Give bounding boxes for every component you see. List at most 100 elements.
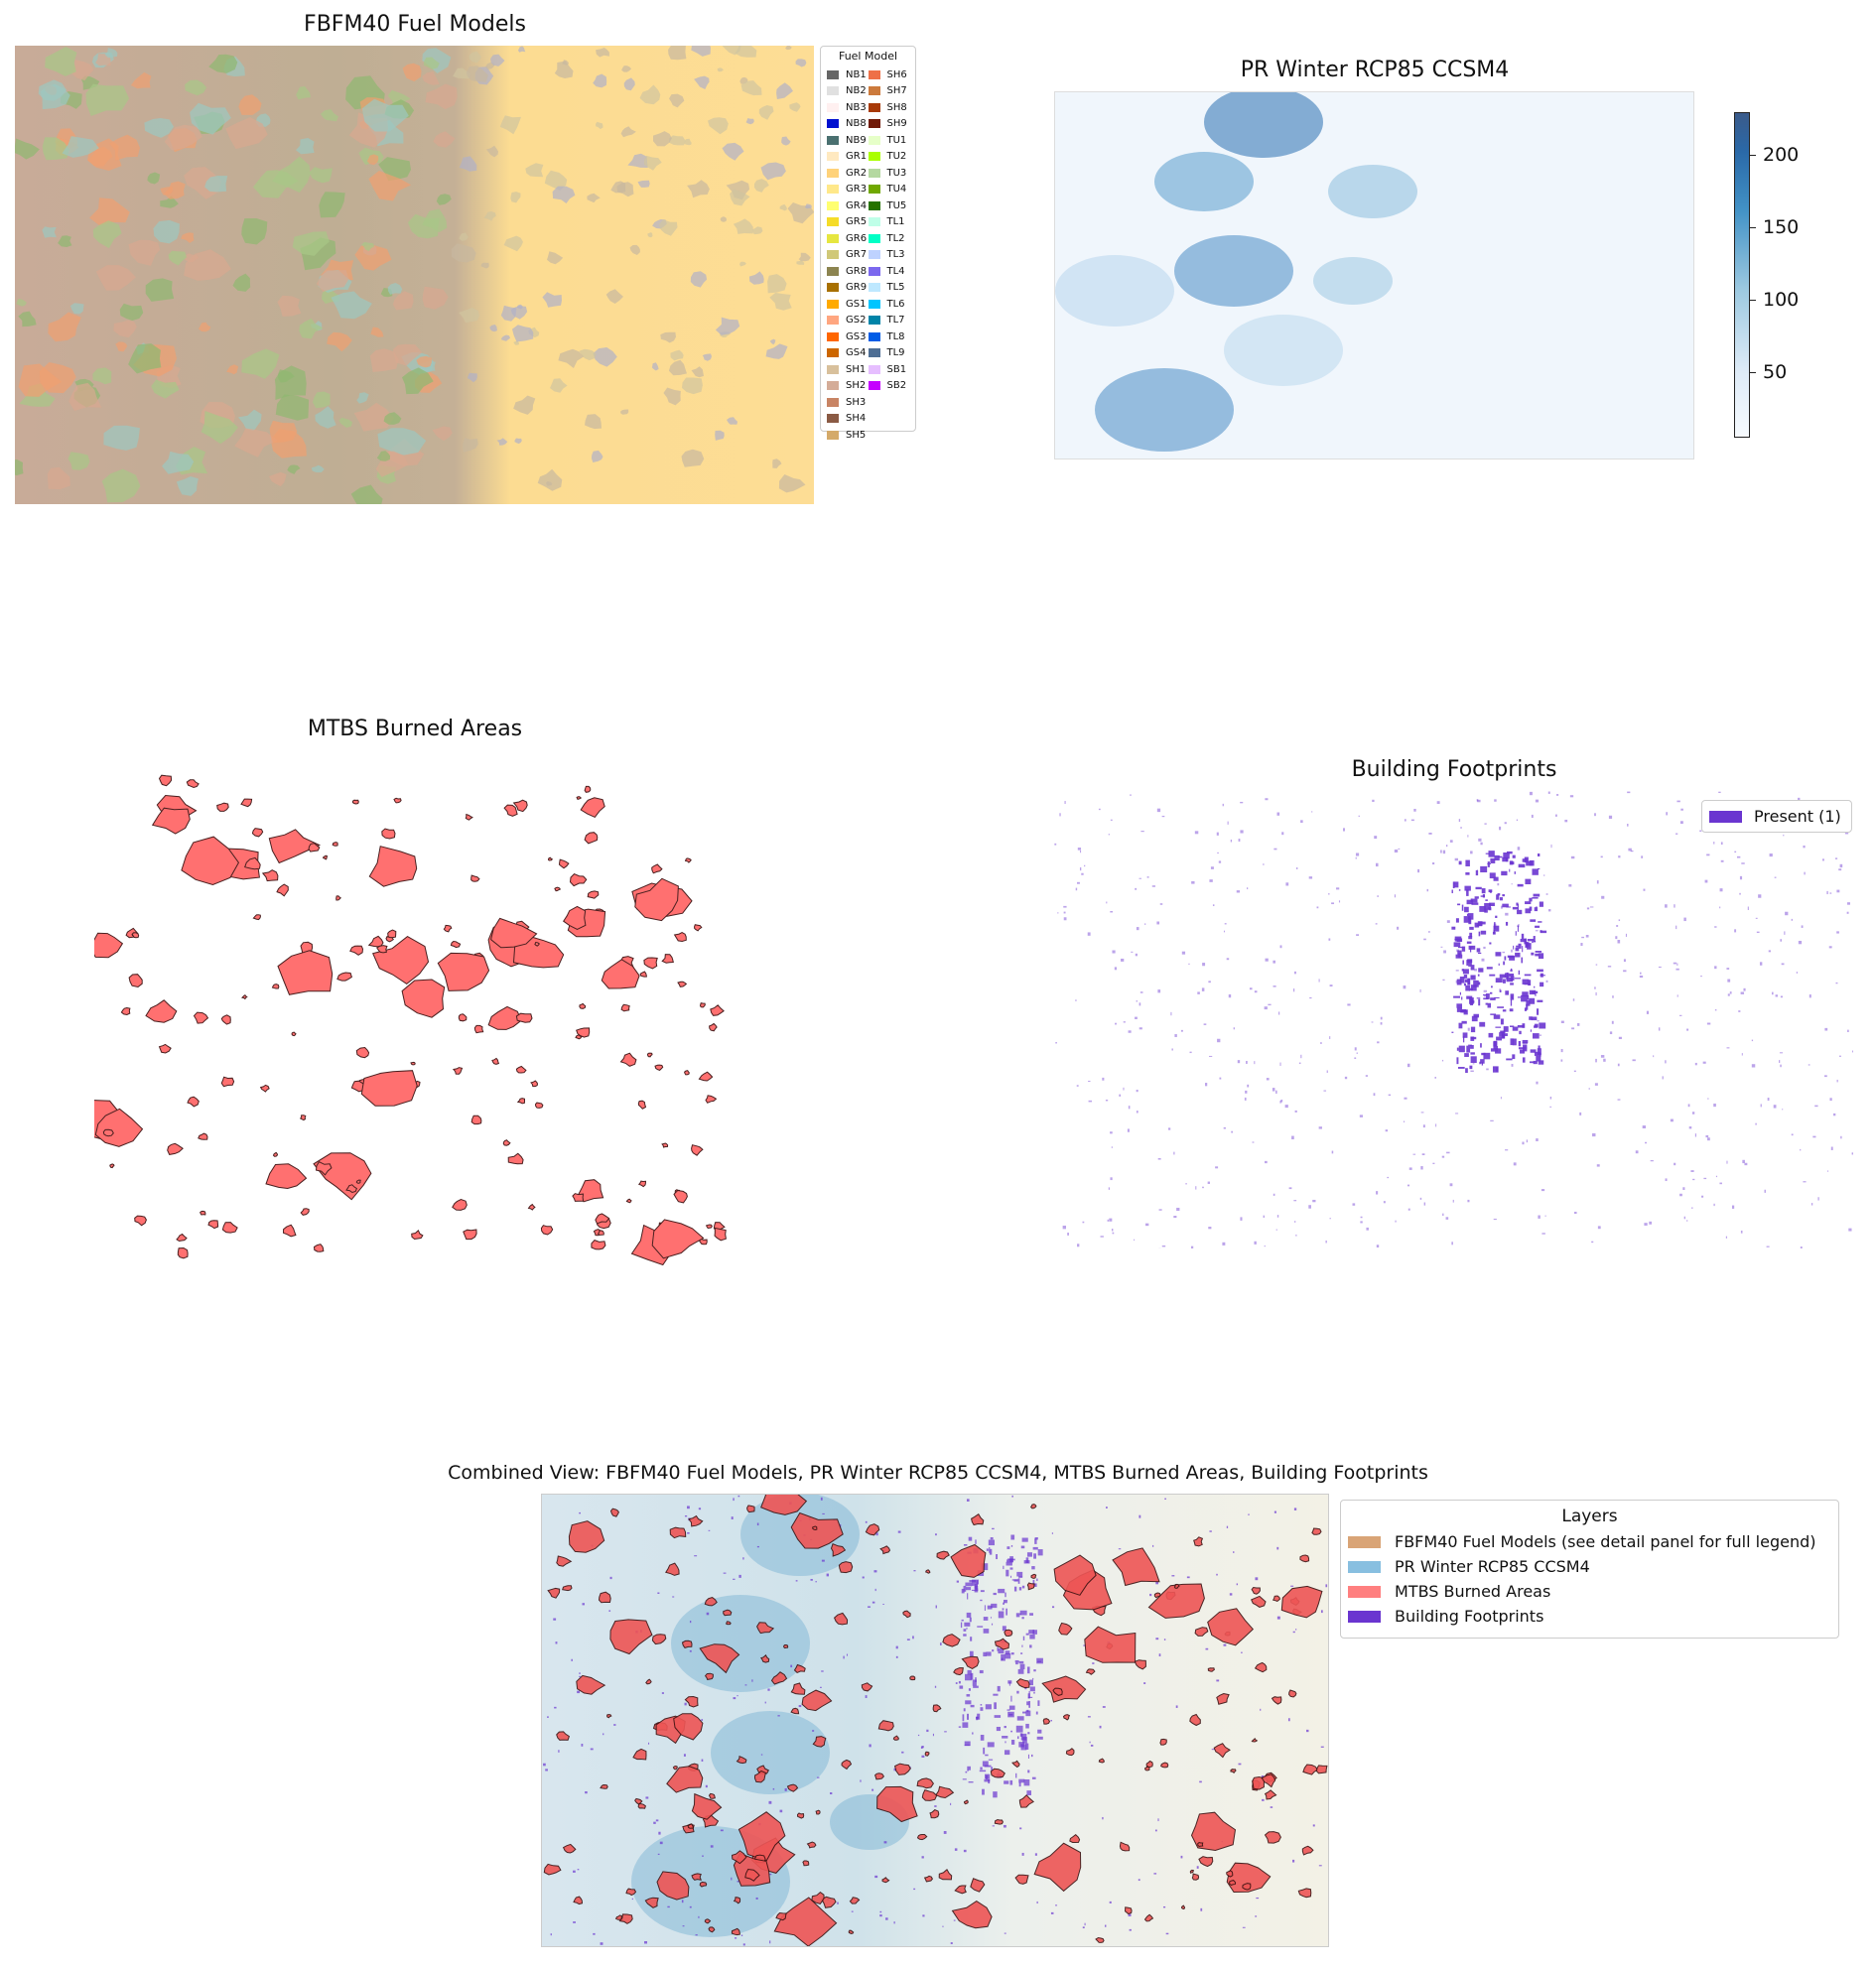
building	[1549, 1096, 1552, 1100]
vegetation-patch	[199, 322, 211, 332]
fuel-patch	[459, 308, 479, 324]
burned-area	[892, 1735, 899, 1741]
burned-area	[1041, 1675, 1087, 1703]
building	[1084, 864, 1086, 867]
building	[1665, 1060, 1667, 1064]
building	[1688, 1126, 1692, 1129]
building	[1642, 1125, 1647, 1128]
building	[1658, 1027, 1661, 1031]
building	[1501, 870, 1508, 876]
burned-area	[644, 1897, 659, 1908]
building	[1309, 996, 1312, 999]
building	[1176, 1207, 1180, 1212]
fuel-patch	[587, 193, 601, 203]
fuel-patch	[463, 438, 478, 453]
building	[1769, 853, 1773, 857]
vegetation-patch	[287, 464, 301, 474]
vegetation-patch	[160, 187, 174, 196]
building	[1102, 1706, 1106, 1708]
building	[1036, 1578, 1038, 1582]
building	[1470, 975, 1476, 981]
building	[1015, 1662, 1018, 1665]
fuel-code: TU5	[886, 199, 907, 211]
fuel-code: TL3	[886, 249, 905, 261]
building	[1011, 1579, 1019, 1581]
fuel-swatch	[868, 185, 880, 195]
burned-area	[954, 1885, 967, 1895]
fuel-patch	[682, 377, 703, 395]
building	[1586, 907, 1590, 910]
precip-zone	[1313, 257, 1393, 305]
burned-area	[812, 1736, 827, 1748]
fuel-patch	[668, 46, 687, 61]
building	[1616, 925, 1619, 927]
fuel-code: GR8	[846, 265, 868, 277]
burned-area	[838, 1561, 854, 1574]
fuel-legend-item: SH9	[868, 116, 910, 133]
building	[1643, 888, 1646, 891]
burned-area	[902, 1610, 911, 1619]
building	[1227, 821, 1229, 825]
burned-area	[929, 1809, 940, 1819]
burned-area	[151, 807, 191, 835]
fuel-patch	[779, 203, 787, 211]
fuel-code: SH5	[846, 429, 867, 441]
layer-legend-item: Building Footprints	[1348, 1607, 1838, 1626]
burned-area	[1095, 1936, 1105, 1943]
building	[1469, 946, 1472, 953]
building	[1136, 1111, 1139, 1114]
building	[1581, 936, 1585, 939]
building	[1494, 922, 1496, 929]
building	[1202, 1186, 1204, 1189]
fuel-swatch	[868, 250, 880, 260]
building	[751, 1679, 753, 1682]
vegetation-patch	[350, 484, 383, 504]
building	[1529, 989, 1537, 995]
burned-area	[1173, 1583, 1180, 1589]
vegetation-patch	[42, 137, 69, 161]
building	[1474, 969, 1477, 972]
building	[985, 1773, 991, 1779]
building	[1538, 1060, 1544, 1065]
building	[1288, 1187, 1292, 1190]
burned-area	[335, 895, 341, 901]
burned-area	[556, 1731, 571, 1741]
burned-area	[198, 1132, 208, 1140]
burned-area	[1272, 1595, 1281, 1602]
precip-zone	[1224, 315, 1343, 386]
building	[1376, 1191, 1379, 1195]
fuel-legend-item: SH1	[827, 361, 869, 378]
burned-area	[731, 1850, 747, 1865]
burned-area	[1098, 1758, 1105, 1764]
building	[1118, 1548, 1122, 1550]
burned-area	[1280, 1585, 1323, 1619]
building	[1826, 1170, 1829, 1172]
building	[871, 1788, 874, 1791]
building	[1644, 1223, 1648, 1226]
building	[962, 1722, 969, 1728]
vegetation-patch	[368, 171, 412, 201]
building	[1564, 819, 1568, 823]
burned-area	[128, 974, 143, 988]
building	[1639, 975, 1644, 979]
building	[701, 1719, 704, 1721]
burned-area	[736, 1755, 747, 1765]
building	[1719, 1182, 1722, 1185]
building	[1497, 1006, 1505, 1008]
building	[1420, 1112, 1424, 1114]
building	[1077, 881, 1080, 884]
burned-area	[507, 1152, 524, 1165]
building	[577, 1690, 581, 1694]
building	[1356, 1052, 1358, 1054]
building	[1760, 1104, 1762, 1108]
building	[1290, 1585, 1294, 1587]
burned-area	[367, 935, 384, 948]
building	[698, 1508, 702, 1510]
building	[1487, 1002, 1492, 1008]
building	[1209, 1530, 1212, 1532]
building	[1484, 908, 1488, 913]
burned-area	[568, 1520, 605, 1553]
building	[1607, 966, 1612, 968]
building	[1240, 1217, 1243, 1221]
fuel-patch	[621, 66, 632, 72]
